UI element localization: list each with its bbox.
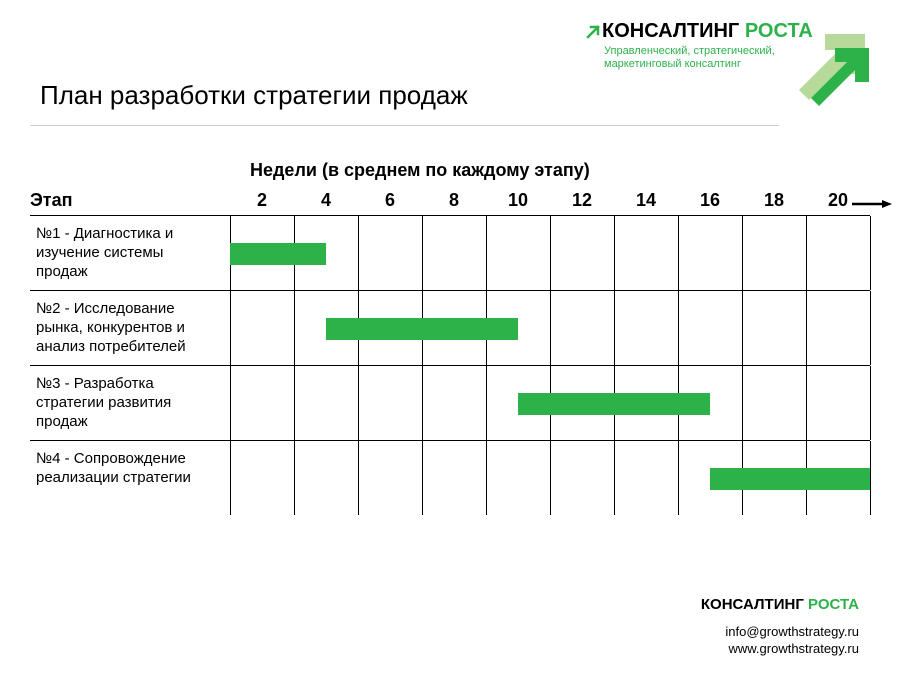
gantt-gridline bbox=[358, 366, 359, 440]
gantt-gridline bbox=[294, 366, 295, 440]
brand-name-part1: КОНСАЛТИНГ bbox=[602, 20, 739, 42]
gantt-gridline bbox=[358, 216, 359, 290]
brand-tagline-line1: Управленческий, стратегический, bbox=[604, 45, 775, 57]
gantt-gridline bbox=[742, 366, 743, 440]
gantt-gridline bbox=[678, 441, 679, 515]
x-tick: 6 bbox=[385, 190, 395, 211]
gantt-gridline bbox=[678, 216, 679, 290]
gantt-row: №4 - Сопровождение реализации стратегии bbox=[30, 440, 870, 515]
gantt-grid: №1 - Диагностика и изучение системы прод… bbox=[30, 215, 870, 515]
gantt-gridline bbox=[486, 216, 487, 290]
gantt-gridline bbox=[806, 291, 807, 365]
brand-tagline: Управленческий, стратегический, маркетин… bbox=[604, 45, 775, 71]
gantt-gridline bbox=[358, 441, 359, 515]
gantt-gridline bbox=[422, 441, 423, 515]
footer-email: info@growthstrategy.ru bbox=[725, 624, 859, 639]
x-tick: 18 bbox=[764, 190, 784, 211]
gantt-gridline bbox=[422, 216, 423, 290]
gantt-gridline bbox=[614, 441, 615, 515]
gantt-gridline bbox=[230, 441, 231, 515]
gantt-row-cells bbox=[230, 366, 870, 440]
footer-brand: КОНСАЛТИНГ РОСТА bbox=[701, 596, 859, 613]
x-tick: 12 bbox=[572, 190, 592, 211]
gantt-gridline bbox=[678, 291, 679, 365]
gantt-row-cells bbox=[230, 291, 870, 365]
brand-tagline-line2: маркетинговый консалтинг bbox=[604, 58, 741, 70]
gantt-gridline bbox=[550, 216, 551, 290]
x-tick: 20 bbox=[828, 190, 848, 211]
gantt-gridline bbox=[550, 441, 551, 515]
x-axis-title: Недели (в среднем по каждому этапу) bbox=[230, 160, 870, 181]
brand-logo: КОНСАЛТИНГ РОСТА Управленческий, стратег… bbox=[586, 20, 871, 105]
footer-url: www.growthstrategy.ru bbox=[728, 641, 859, 656]
stage-column-header: Этап bbox=[30, 190, 210, 211]
gantt-gridline bbox=[614, 216, 615, 290]
gantt-gridline bbox=[486, 441, 487, 515]
gantt-row-label: №1 - Диагностика и изучение системы прод… bbox=[36, 224, 216, 281]
gantt-bar bbox=[230, 243, 326, 265]
gantt-bar bbox=[518, 393, 710, 415]
gantt-gridline bbox=[806, 216, 807, 290]
gantt-gridline bbox=[294, 291, 295, 365]
footer-brand-part1: КОНСАЛТИНГ bbox=[701, 596, 804, 613]
x-tick: 4 bbox=[321, 190, 331, 211]
gantt-gridline bbox=[294, 441, 295, 515]
gantt-gridline bbox=[870, 216, 871, 290]
gantt-gridline bbox=[230, 291, 231, 365]
gantt-gridline bbox=[230, 366, 231, 440]
gantt-bar bbox=[326, 318, 518, 340]
gantt-gridline bbox=[486, 366, 487, 440]
x-tick: 2 bbox=[257, 190, 267, 211]
gantt-gridline bbox=[742, 291, 743, 365]
gantt-gridline bbox=[742, 216, 743, 290]
x-tick: 10 bbox=[508, 190, 528, 211]
gantt-row-label: №4 - Сопровождение реализации стратегии bbox=[36, 449, 216, 487]
x-tick: 8 bbox=[449, 190, 459, 211]
gantt-gridline bbox=[870, 441, 871, 515]
arrow-ne-icon bbox=[586, 25, 600, 39]
footer-contact: info@growthstrategy.ru www.growthstrateg… bbox=[725, 623, 859, 657]
gantt-row: №1 - Диагностика и изучение системы прод… bbox=[30, 215, 870, 290]
gantt-gridline bbox=[422, 366, 423, 440]
page-title: План разработки стратегии продаж bbox=[40, 80, 468, 111]
gantt-row-label: №3 - Разработка стратегии развития прода… bbox=[36, 374, 216, 431]
gantt-row-label: №2 - Исследование рынка, конкурентов и а… bbox=[36, 299, 216, 356]
x-axis-arrow-icon bbox=[852, 200, 892, 208]
x-tick: 14 bbox=[636, 190, 656, 211]
gantt-gridline bbox=[614, 291, 615, 365]
x-axis-ticks: 2 4 6 8 10 12 14 16 18 20 bbox=[230, 190, 870, 215]
gantt-gridline bbox=[550, 291, 551, 365]
gantt-row-cells bbox=[230, 441, 870, 515]
footer-brand-part2: РОСТА bbox=[808, 596, 859, 613]
gantt-bar bbox=[710, 468, 870, 490]
gantt-row: №2 - Исследование рынка, конкурентов и а… bbox=[30, 290, 870, 365]
gantt-gridline bbox=[870, 291, 871, 365]
title-underline bbox=[30, 125, 779, 126]
x-tick: 16 bbox=[700, 190, 720, 211]
logo-arrow-icon bbox=[787, 20, 877, 110]
gantt-gridline bbox=[806, 366, 807, 440]
gantt-row-cells bbox=[230, 216, 870, 290]
gantt-gridline bbox=[870, 366, 871, 440]
gantt-row: №3 - Разработка стратегии развития прода… bbox=[30, 365, 870, 440]
brand-name: КОНСАЛТИНГ РОСТА bbox=[586, 20, 813, 43]
